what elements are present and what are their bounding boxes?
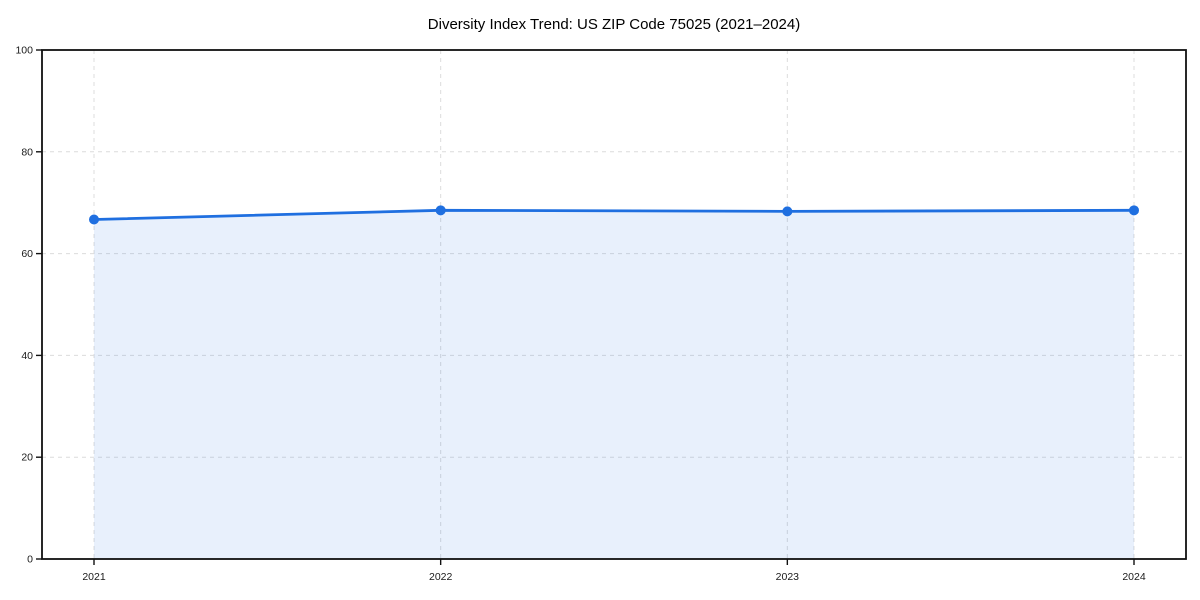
data-point-marker [782, 206, 793, 217]
axes-spines [41, 49, 1187, 560]
y-axis-tick-label: 20 [21, 452, 33, 464]
y-axis-tick-label: 80 [21, 146, 33, 158]
data-point-marker [435, 205, 446, 216]
y-axis-tick-label: 100 [15, 45, 33, 57]
chart-title: Diversity Index Trend: US ZIP Code 75025… [428, 16, 800, 33]
trend-line [92, 208, 1136, 221]
data-point-marker [89, 214, 99, 225]
x-axis-tick-label: 2022 [429, 571, 453, 583]
area-fill [94, 210, 1134, 559]
x-axis-tick-label: 2024 [1122, 571, 1146, 583]
y-axis-tick-label: 60 [21, 248, 33, 260]
y-axis-tick-label: 40 [21, 350, 33, 362]
data-point-marker [1129, 205, 1139, 216]
x-axis-tick-label: 2023 [776, 571, 800, 583]
x-axis-tick-label: 2021 [82, 571, 106, 583]
y-axis-tick-label: 0 [27, 554, 33, 566]
